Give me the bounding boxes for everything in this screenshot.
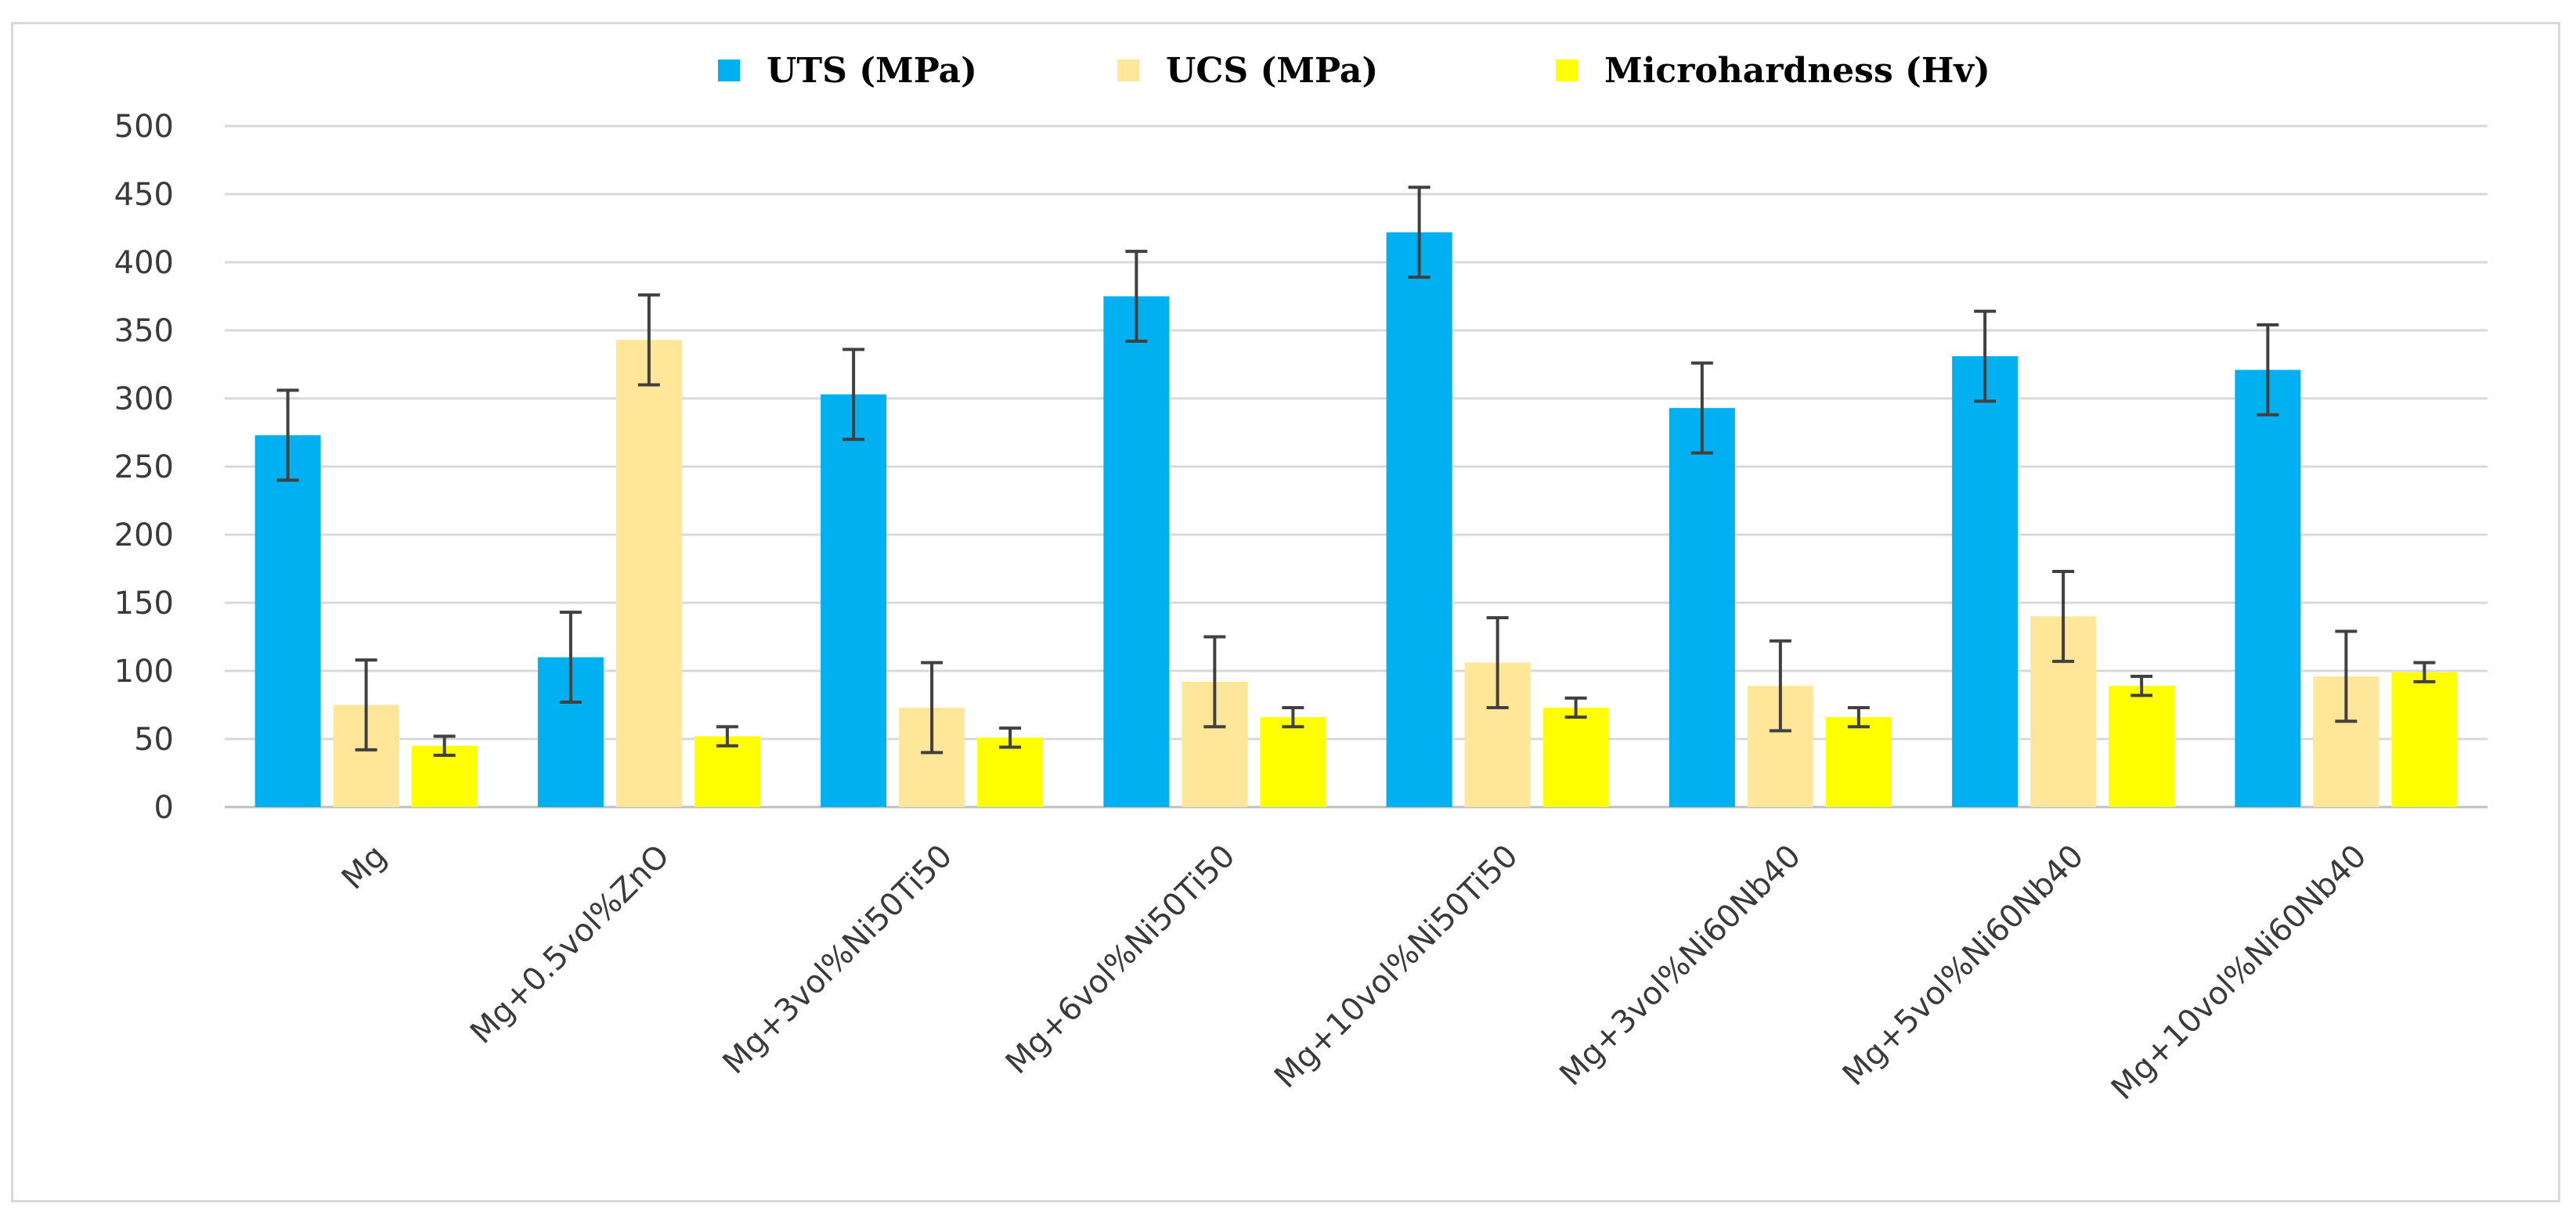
error-bar-uts-mpa-mg-3vol-ni50ti50 xyxy=(842,348,865,442)
y-axis-ticks: 0 50 100 150 200 250 300 350 400 450 500 xyxy=(114,109,174,826)
error-bar-ucs-mpa-mg xyxy=(355,658,377,751)
error-bar-ucs-mpa-mg-0-5vol-zno xyxy=(637,293,660,387)
bars xyxy=(254,232,2458,808)
x-category-label: Mg+0.5vol%ZnO xyxy=(464,838,676,1051)
bar-microhardness-hv-mg-3vol-ni50ti50 xyxy=(977,737,1044,807)
legend-item-ucs-mpa[interactable]: UCS (MPa) xyxy=(1117,51,1378,91)
error-bar-microhardness-hv-mg-3vol-ni50ti50 xyxy=(999,726,1022,749)
y-tick-label: 350 xyxy=(114,313,174,349)
legend-swatch xyxy=(1556,59,1578,81)
error-bar-microhardness-hv-mg-6vol-ni50ti50 xyxy=(1282,705,1304,729)
error-bar-uts-mpa-mg-10vol-ni50ti50 xyxy=(1408,186,1431,279)
y-tick-label: 450 xyxy=(114,177,174,213)
error-bar-ucs-mpa-mg-5vol-ni60nb40 xyxy=(2052,569,2075,663)
bar-microhardness-hv-mg-0-5vol-zno xyxy=(694,736,760,807)
y-tick-label: 0 xyxy=(154,790,174,826)
legend-label: UCS (MPa) xyxy=(1166,51,1378,91)
x-category-label: Mg+6vol%Ni50Ti50 xyxy=(999,838,1243,1082)
bar-uts-mpa-mg xyxy=(254,434,321,807)
y-tick-label: 100 xyxy=(114,654,174,690)
bar-microhardness-hv-mg-3vol-ni60nb40 xyxy=(1825,717,1892,807)
bar-uts-mpa-mg-10vol-ni50ti50 xyxy=(1386,232,1452,808)
bar-microhardness-hv-mg-5vol-ni60nb40 xyxy=(2109,686,2175,807)
error-bar-uts-mpa-mg-6vol-ni50ti50 xyxy=(1125,250,1148,343)
x-category-label: Mg+3vol%Ni60Nb40 xyxy=(1553,838,1807,1093)
bar-microhardness-hv-mg-6vol-ni50ti50 xyxy=(1260,717,1326,807)
x-category-label: Mg+10vol%Ni50Ti50 xyxy=(1268,838,1525,1096)
y-tick-label: 250 xyxy=(114,449,174,485)
chart-frame: 0 50 100 150 200 250 300 350 400 450 500 Mg Mg+0.5v… xyxy=(11,22,2560,1202)
bar-uts-mpa-mg-5vol-ni60nb40 xyxy=(1952,356,2019,807)
error-bar-ucs-mpa-mg-10vol-ni50ti50 xyxy=(1486,616,1509,709)
x-category-label: Mg+5vol%Ni60Nb40 xyxy=(1836,838,2091,1093)
error-bar-ucs-mpa-mg-6vol-ni50ti50 xyxy=(1203,635,1226,729)
bar-microhardness-hv-mg-10vol-ni50ti50 xyxy=(1542,707,1609,807)
x-category-label: Mg+3vol%Ni50Ti50 xyxy=(716,838,960,1082)
error-bar-microhardness-hv-mg-10vol-ni60nb40 xyxy=(2413,661,2436,683)
error-bar-uts-mpa-mg-0-5vol-zno xyxy=(559,611,582,705)
bar-uts-mpa-mg-6vol-ni50ti50 xyxy=(1103,296,1170,807)
legend-label: Microhardness (Hv) xyxy=(1604,51,1990,91)
legend-swatch xyxy=(1117,59,1139,81)
legend-item-microhardness-hv[interactable]: Microhardness (Hv) xyxy=(1556,51,1990,91)
error-bar-microhardness-hv-mg-5vol-ni60nb40 xyxy=(2130,674,2153,697)
x-category-label: Mg+10vol%Ni60Nb40 xyxy=(2105,838,2373,1107)
error-bar-uts-mpa-mg-5vol-ni60nb40 xyxy=(1974,309,1997,403)
error-bar-uts-mpa-mg-10vol-ni60nb40 xyxy=(2257,323,2279,416)
bar-microhardness-hv-mg-10vol-ni60nb40 xyxy=(2391,672,2458,807)
y-tick-label: 300 xyxy=(114,381,174,417)
legend[interactable]: UTS (MPa) UCS (MPa) Microhardness (Hv) xyxy=(718,51,1990,91)
y-tick-label: 200 xyxy=(114,517,174,553)
error-bar-ucs-mpa-mg-3vol-ni50ti50 xyxy=(921,661,943,755)
error-bar-microhardness-hv-mg-0-5vol-zno xyxy=(716,725,738,748)
y-tick-label: 150 xyxy=(114,586,174,622)
x-axis-categories: Mg Mg+0.5vol%ZnO Mg+3vol%Ni50Ti50 Mg+6vol%N… xyxy=(335,838,2374,1107)
bar-ucs-mpa-mg-0-5vol-zno xyxy=(615,340,682,807)
error-bar-microhardness-hv-mg-3vol-ni60nb40 xyxy=(1847,705,1870,729)
error-bar-uts-mpa-mg xyxy=(276,388,299,482)
x-category-label: Mg xyxy=(335,838,394,897)
legend-label: UTS (MPa) xyxy=(767,51,977,91)
y-tick-label: 50 xyxy=(134,722,174,758)
legend-swatch xyxy=(718,59,740,81)
bar-uts-mpa-mg-3vol-ni50ti50 xyxy=(821,394,887,807)
bar-uts-mpa-mg-10vol-ni60nb40 xyxy=(2235,369,2301,808)
bar-chart: 0 50 100 150 200 250 300 350 400 450 500 Mg Mg+0.5v… xyxy=(114,51,2488,1107)
error-bar-microhardness-hv-mg xyxy=(433,734,456,757)
error-bar-uts-mpa-mg-3vol-ni60nb40 xyxy=(1690,361,1713,455)
error-bar-ucs-mpa-mg-10vol-ni60nb40 xyxy=(2335,629,2358,723)
y-tick-label: 500 xyxy=(114,109,174,145)
error-bar-microhardness-hv-mg-10vol-ni50ti50 xyxy=(1564,696,1587,719)
error-bar-ucs-mpa-mg-3vol-ni60nb40 xyxy=(1769,639,1791,733)
y-tick-label: 400 xyxy=(114,245,174,281)
legend-item-uts-mpa[interactable]: UTS (MPa) xyxy=(718,51,977,91)
bar-uts-mpa-mg-3vol-ni60nb40 xyxy=(1669,408,1735,807)
error-bars xyxy=(276,186,2436,757)
